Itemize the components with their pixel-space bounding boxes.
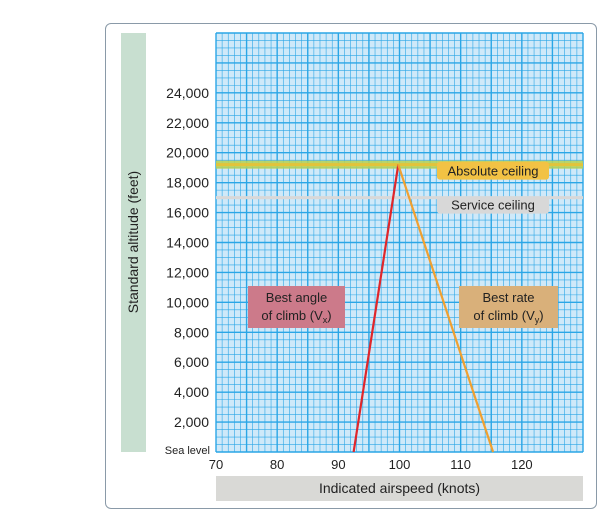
- x-axis-label: Indicated airspeed (knots): [318, 480, 481, 496]
- x-tick-label: 100: [389, 457, 411, 472]
- y-tick-label: 4,000: [174, 384, 209, 400]
- y-tick-label: 14,000: [166, 235, 209, 251]
- best-rate-box: [459, 286, 558, 328]
- best-angle-label-line1: Best angle: [266, 290, 327, 305]
- y-tick-label: 10,000: [166, 294, 209, 310]
- x-tick-label: 70: [209, 457, 223, 472]
- y-tick-label: 2,000: [174, 414, 209, 430]
- y-tick-label: 20,000: [166, 145, 209, 161]
- best-rate-line: [397, 164, 495, 453]
- service-ceiling-label-box: [437, 196, 549, 214]
- best-rate-label-line1: Best rate: [482, 290, 534, 305]
- y-tick-label: 24,000: [166, 85, 209, 101]
- y-tick-label: 16,000: [166, 205, 209, 221]
- y-axis-label-bar: [121, 33, 146, 452]
- best-angle-label-line2: of climb (Vx): [261, 308, 331, 325]
- y-tick-label: 6,000: [174, 354, 209, 370]
- x-axis-label-bar: Indicated airspeed (knots): [216, 476, 583, 501]
- service-ceiling-label: Service ceiling: [451, 198, 535, 213]
- y-tick-label: Sea level: [165, 445, 210, 457]
- x-tick-label: 120: [511, 457, 533, 472]
- best-angle-box: [248, 286, 345, 328]
- x-tick-label: 110: [450, 457, 471, 472]
- y-tick-label: 12,000: [166, 264, 209, 280]
- y-tick-label: 18,000: [166, 175, 209, 191]
- best-rate-label-line2: of climb (Vy): [473, 308, 543, 325]
- y-tick-label: 22,000: [166, 115, 209, 131]
- absolute-ceiling-label: Absolute ceiling: [447, 164, 538, 179]
- y-tick-label: 8,000: [174, 324, 209, 340]
- absolute-ceiling-label-box: [437, 161, 549, 180]
- x-tick-label: 90: [331, 457, 345, 472]
- x-tick-label: 80: [270, 457, 284, 472]
- best-angle-line: [352, 164, 400, 453]
- grid: [215, 32, 584, 453]
